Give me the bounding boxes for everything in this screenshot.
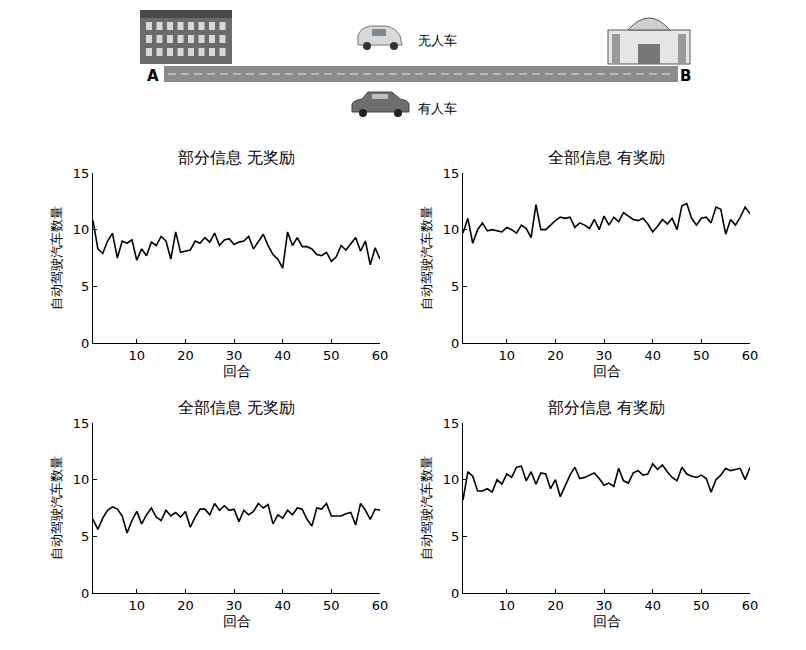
svg-text:15: 15 bbox=[443, 416, 460, 431]
svg-text:10: 10 bbox=[443, 472, 460, 487]
svg-text:20: 20 bbox=[177, 598, 194, 613]
svg-text:自动驾驶汽车数量: 自动驾驶汽车数量 bbox=[419, 456, 434, 560]
svg-text:30: 30 bbox=[226, 348, 243, 363]
svg-text:15: 15 bbox=[443, 166, 460, 181]
svg-text:50: 50 bbox=[323, 598, 340, 613]
svg-text:20: 20 bbox=[547, 348, 564, 363]
svg-text:5: 5 bbox=[451, 529, 459, 544]
svg-text:0: 0 bbox=[451, 586, 459, 601]
svg-text:自动驾驶汽车数量: 自动驾驶汽车数量 bbox=[419, 206, 434, 310]
svg-text:0: 0 bbox=[81, 336, 89, 351]
svg-text:60: 60 bbox=[372, 598, 389, 613]
svg-text:50: 50 bbox=[693, 348, 710, 363]
svg-text:50: 50 bbox=[693, 598, 710, 613]
svg-text:5: 5 bbox=[451, 279, 459, 294]
svg-text:20: 20 bbox=[547, 598, 564, 613]
svg-text:B: B bbox=[680, 67, 691, 85]
svg-text:40: 40 bbox=[274, 348, 291, 363]
svg-text:自动驾驶汽车数量: 自动驾驶汽车数量 bbox=[49, 206, 64, 310]
svg-text:回合: 回合 bbox=[223, 613, 251, 629]
svg-text:回合: 回合 bbox=[593, 613, 621, 629]
svg-text:60: 60 bbox=[742, 598, 759, 613]
svg-text:全部信息 有奖励: 全部信息 有奖励 bbox=[548, 148, 665, 167]
svg-text:30: 30 bbox=[596, 598, 613, 613]
svg-text:10: 10 bbox=[443, 222, 460, 237]
svg-text:40: 40 bbox=[644, 348, 661, 363]
svg-text:10: 10 bbox=[499, 348, 516, 363]
svg-text:5: 5 bbox=[81, 529, 89, 544]
svg-text:10: 10 bbox=[73, 222, 90, 237]
svg-text:全部信息 无奖励: 全部信息 无奖励 bbox=[178, 398, 295, 417]
svg-text:60: 60 bbox=[372, 348, 389, 363]
svg-text:40: 40 bbox=[644, 598, 661, 613]
svg-text:回合: 回合 bbox=[223, 363, 251, 379]
svg-text:0: 0 bbox=[451, 336, 459, 351]
svg-text:15: 15 bbox=[73, 166, 90, 181]
svg-text:部分信息 无奖励: 部分信息 无奖励 bbox=[178, 148, 295, 167]
svg-text:10: 10 bbox=[129, 598, 146, 613]
svg-text:有人车: 有人车 bbox=[418, 101, 457, 116]
svg-text:15: 15 bbox=[73, 416, 90, 431]
svg-text:自动驾驶汽车数量: 自动驾驶汽车数量 bbox=[49, 456, 64, 560]
svg-text:30: 30 bbox=[596, 348, 613, 363]
svg-text:10: 10 bbox=[129, 348, 146, 363]
svg-text:60: 60 bbox=[742, 348, 759, 363]
svg-text:30: 30 bbox=[226, 598, 243, 613]
svg-text:5: 5 bbox=[81, 279, 89, 294]
svg-text:20: 20 bbox=[177, 348, 194, 363]
svg-text:50: 50 bbox=[323, 348, 340, 363]
svg-text:0: 0 bbox=[81, 586, 89, 601]
svg-text:10: 10 bbox=[499, 598, 516, 613]
svg-text:回合: 回合 bbox=[593, 363, 621, 379]
svg-text:40: 40 bbox=[274, 598, 291, 613]
svg-text:无人车: 无人车 bbox=[418, 33, 457, 48]
svg-text:部分信息 有奖励: 部分信息 有奖励 bbox=[548, 398, 665, 417]
svg-text:10: 10 bbox=[73, 472, 90, 487]
svg-text:A: A bbox=[147, 67, 159, 85]
